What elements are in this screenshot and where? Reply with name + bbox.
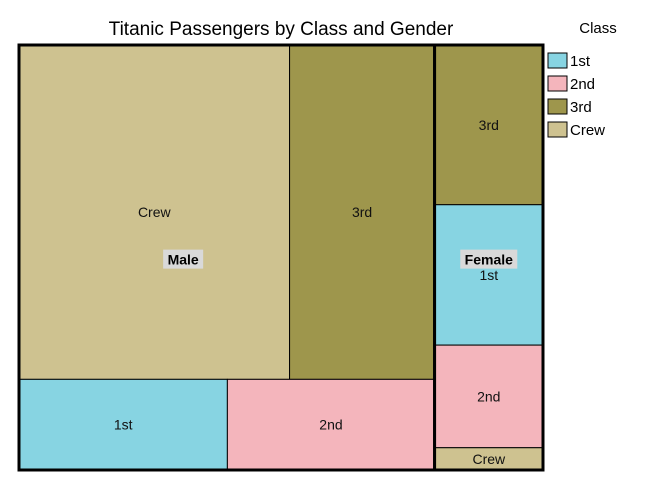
legend-swatch-3rd — [547, 98, 568, 115]
legend-label-3rd: 3rd — [570, 99, 592, 116]
group-label-bg-female — [460, 249, 518, 269]
cell-label-female-crew: Crew — [472, 451, 506, 467]
plot-border — [17, 43, 545, 472]
group-label-female: Female — [465, 252, 513, 268]
cell-label-female-3rd: 3rd — [479, 117, 499, 133]
cell-label-male-crew: Crew — [138, 204, 172, 220]
cell-label-male-2nd: 2nd — [319, 417, 342, 433]
legend-swatch-2nd — [547, 75, 568, 92]
group-labels: Male Female — [163, 249, 518, 269]
legend-label-1st: 1st — [570, 53, 591, 70]
group-label-male: Male — [168, 252, 199, 268]
legend-label-2nd: 2nd — [570, 76, 595, 93]
legend-swatch-1st — [547, 52, 568, 69]
cell-label-female-1st: 1st — [479, 267, 498, 283]
cell-label-male-1st: 1st — [114, 417, 133, 433]
cell-male-crew — [18, 44, 291, 380]
legend-label-crew: Crew — [570, 122, 605, 139]
cell-female-2nd — [434, 344, 544, 449]
legend-swatch-crew — [547, 121, 568, 138]
legend: Class 1st 2nd 3rd Crew — [547, 20, 617, 139]
legend-title: Class — [579, 20, 617, 37]
group-label-bg-male — [163, 249, 204, 269]
chart-title: Titanic Passengers by Class and Gender — [109, 19, 454, 40]
treemap-cells: Crew 3rd 1st 2nd 3rd 1st 2nd Crew — [17, 43, 545, 472]
cell-male-2nd — [226, 378, 436, 471]
cell-label-female-2nd: 2nd — [477, 388, 500, 404]
cell-male-1st — [18, 378, 228, 471]
cell-male-3rd — [289, 44, 436, 380]
cell-female-1st — [434, 204, 544, 346]
cell-label-male-3rd: 3rd — [352, 204, 372, 220]
